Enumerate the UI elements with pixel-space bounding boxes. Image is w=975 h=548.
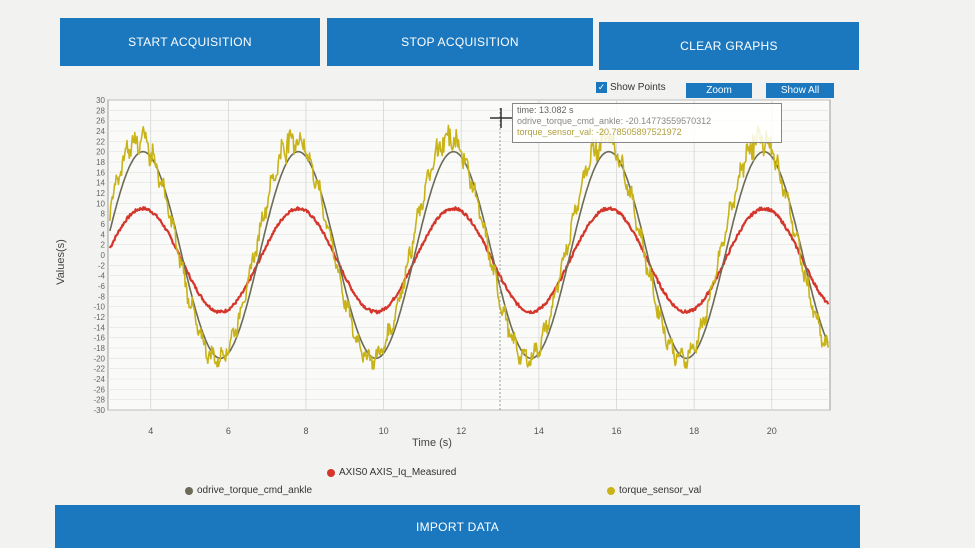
chart-tooltip: time: 13.082 s odrive_torque_cmd_ankle: … xyxy=(512,103,782,143)
legend-label: torque_sensor_val xyxy=(619,485,702,496)
legend-marker-icon xyxy=(607,486,615,495)
legend-item-odrive-cmd[interactable]: odrive_torque_cmd_ankle xyxy=(185,485,312,496)
legend-marker-icon xyxy=(185,486,193,495)
y-tick-label: -14 xyxy=(93,323,105,332)
y-tick-label: -24 xyxy=(93,375,105,384)
y-tick-label: -20 xyxy=(93,354,105,363)
y-tick-label: 6 xyxy=(101,220,106,229)
y-tick-label: 10 xyxy=(96,199,105,208)
y-tick-label: -2 xyxy=(98,261,106,270)
y-tick-label: -28 xyxy=(93,396,105,405)
y-tick-label: 22 xyxy=(96,137,105,146)
y-tick-label: -8 xyxy=(98,292,106,301)
y-tick-label: -4 xyxy=(98,272,106,281)
y-tick-label: -10 xyxy=(93,303,105,312)
legend-label: AXIS0 AXIS_Iq_Measured xyxy=(339,467,457,478)
show-points-label: Show Points xyxy=(610,82,666,93)
checkbox-icon[interactable]: ✓ xyxy=(596,82,607,93)
clear-graphs-button[interactable]: CLEAR GRAPHS xyxy=(599,22,859,70)
crosshair-cursor-icon xyxy=(490,108,512,410)
y-tick-label: -30 xyxy=(93,406,105,415)
legend-item-axis0-iq[interactable]: AXIS0 AXIS_Iq_Measured xyxy=(327,467,456,478)
show-points-toggle[interactable]: ✓ Show Points xyxy=(596,82,666,93)
y-tick-label: 24 xyxy=(96,127,105,136)
y-tick-label: 2 xyxy=(101,241,106,250)
x-tick-label: 4 xyxy=(148,426,153,436)
y-tick-label: 16 xyxy=(96,168,105,177)
series-line-0[interactable] xyxy=(108,206,830,315)
legend-marker-icon xyxy=(327,468,335,477)
x-tick-label: 6 xyxy=(226,426,231,436)
x-tick-label: 18 xyxy=(689,426,699,436)
show-all-button[interactable]: Show All xyxy=(766,83,834,98)
y-tick-label: 30 xyxy=(96,96,105,105)
x-tick-label: 12 xyxy=(456,426,466,436)
y-tick-label: -18 xyxy=(93,344,105,353)
x-tick-label: 14 xyxy=(534,426,544,436)
y-tick-label: 18 xyxy=(96,158,105,167)
y-tick-label: 0 xyxy=(101,251,106,260)
y-tick-label: -16 xyxy=(93,334,105,343)
y-tick-label: 20 xyxy=(96,148,105,157)
y-tick-label: -26 xyxy=(93,385,105,394)
tooltip-sensor-value: torque_sensor_val: -20.78505897521972 xyxy=(517,127,682,137)
import-data-button[interactable]: IMPORT DATA xyxy=(55,505,860,548)
start-acquisition-button[interactable]: START ACQUISITION xyxy=(60,18,320,66)
legend-label: odrive_torque_cmd_ankle xyxy=(197,485,313,496)
x-tick-label: 20 xyxy=(767,426,777,436)
y-tick-label: 28 xyxy=(96,106,105,115)
y-tick-label: 14 xyxy=(96,179,105,188)
y-tick-label: 4 xyxy=(101,230,106,239)
y-tick-label: 8 xyxy=(101,210,106,219)
x-tick-label: 8 xyxy=(303,426,308,436)
tooltip-time: time: 13.082 s xyxy=(517,105,574,115)
y-axis-label: Values(s) xyxy=(55,239,67,285)
series-line-2[interactable] xyxy=(109,124,829,370)
y-tick-label: -12 xyxy=(93,313,105,322)
legend-item-torque-sensor[interactable]: torque_sensor_val xyxy=(607,485,701,496)
stop-acquisition-button[interactable]: STOP ACQUISITION xyxy=(327,18,593,66)
x-axis-label: Time (s) xyxy=(412,437,452,449)
zoom-button[interactable]: Zoom xyxy=(686,83,752,98)
y-tick-label: 26 xyxy=(96,117,105,126)
y-tick-label: -6 xyxy=(98,282,106,291)
x-tick-label: 10 xyxy=(379,426,389,436)
y-tick-label: -22 xyxy=(93,365,105,374)
tooltip-odrive-value: odrive_torque_cmd_ankle: -20.14773559570… xyxy=(517,116,712,126)
y-tick-label: 12 xyxy=(96,189,105,198)
x-tick-label: 16 xyxy=(611,426,621,436)
